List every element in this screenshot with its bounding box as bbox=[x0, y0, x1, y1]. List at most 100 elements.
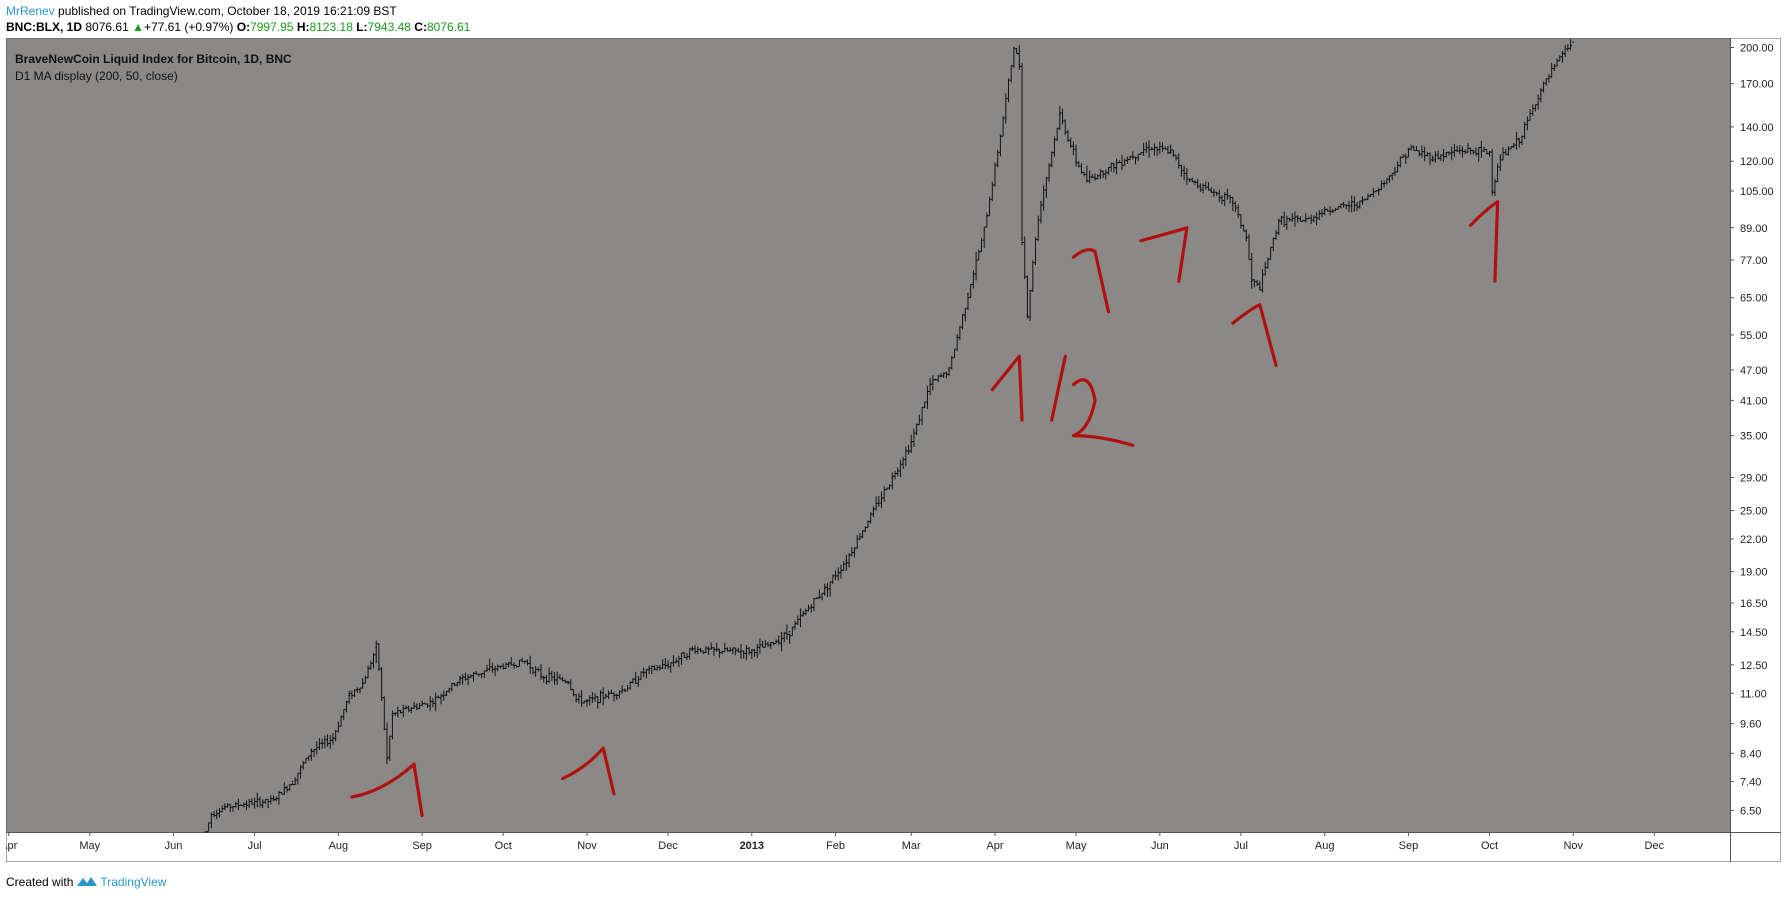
close-label: C: bbox=[414, 20, 427, 34]
data-point bbox=[891, 476, 894, 479]
up-triangle-icon: ▲ bbox=[132, 20, 144, 34]
data-point bbox=[948, 369, 950, 371]
annotation-1-may bbox=[1071, 248, 1111, 314]
data-point bbox=[410, 707, 413, 709]
published-text: published on TradingView.com, October 18… bbox=[58, 4, 397, 18]
y-tick-label: 14.50 bbox=[1740, 627, 1768, 639]
y-tick-label: 35.00 bbox=[1740, 431, 1768, 443]
author-link[interactable]: MrRenev bbox=[6, 4, 55, 18]
annotation-7-jun bbox=[1139, 226, 1189, 283]
x-tick-label: Oct bbox=[495, 840, 512, 852]
data-point bbox=[1075, 160, 1077, 163]
y-tick-label: 9.60 bbox=[1740, 719, 1761, 731]
data-point bbox=[224, 806, 226, 808]
data-point bbox=[1188, 179, 1191, 182]
data-point bbox=[751, 650, 753, 652]
y-tick-label: 55.00 bbox=[1740, 330, 1768, 342]
y-tick-label: 19.00 bbox=[1740, 567, 1768, 579]
chart-legend-title: BraveNewCoin Liquid Index for Bitcoin, 1… bbox=[15, 52, 292, 66]
data-point bbox=[575, 698, 577, 701]
data-point bbox=[845, 559, 848, 561]
x-tick-label: Dec bbox=[1645, 840, 1665, 852]
data-point bbox=[1259, 286, 1261, 289]
data-point bbox=[769, 643, 772, 646]
data-point bbox=[872, 509, 875, 512]
y-tick-label: 105.00 bbox=[1740, 186, 1774, 198]
x-tick-label: Jun bbox=[1151, 840, 1169, 852]
x-tick-label: Dec bbox=[658, 840, 678, 852]
open-label: O: bbox=[236, 20, 251, 34]
data-point bbox=[1250, 280, 1253, 283]
x-tick-label: Aug bbox=[329, 840, 349, 852]
x-tick-label: Jul bbox=[248, 840, 262, 852]
x-tick-label: Nov bbox=[1563, 840, 1583, 852]
data-point bbox=[929, 383, 931, 386]
annotation-1-oct bbox=[561, 746, 616, 796]
data-point bbox=[1018, 64, 1021, 66]
data-point bbox=[245, 802, 248, 805]
data-point bbox=[1059, 113, 1061, 116]
y-tick-label: 77.00 bbox=[1740, 255, 1768, 267]
tradingview-link[interactable]: TradingView bbox=[100, 875, 167, 889]
y-tick-label: 65.00 bbox=[1740, 293, 1768, 305]
y-tick-label: 7.40 bbox=[1740, 777, 1761, 789]
data-point bbox=[386, 757, 388, 760]
data-point bbox=[642, 671, 645, 673]
data-point bbox=[1304, 219, 1307, 222]
data-point bbox=[1458, 149, 1461, 152]
data-point bbox=[524, 660, 526, 663]
data-point bbox=[624, 688, 626, 691]
price-change: +77.61 (+0.97%) bbox=[143, 20, 234, 34]
data-point bbox=[1245, 237, 1248, 239]
data-point bbox=[1499, 156, 1502, 159]
y-tick-label: 47.00 bbox=[1740, 365, 1768, 377]
data-point bbox=[1431, 156, 1434, 159]
created-with-text: Created with bbox=[6, 875, 74, 889]
data-point bbox=[332, 737, 334, 739]
data-point bbox=[788, 630, 791, 633]
data-point bbox=[823, 587, 826, 590]
indicator-legend: D1 MA display (200, 50, close) bbox=[15, 69, 178, 83]
data-point bbox=[691, 648, 694, 651]
data-point bbox=[1518, 139, 1521, 141]
y-tick-label: 11.00 bbox=[1740, 688, 1767, 700]
data-point bbox=[375, 646, 378, 649]
data-point bbox=[1561, 52, 1564, 54]
data-point bbox=[718, 650, 721, 652]
plot-area[interactable] bbox=[6, 38, 1731, 833]
x-tick-label: Sep bbox=[1399, 840, 1419, 852]
data-point bbox=[1491, 190, 1494, 192]
x-tick-label: Jul bbox=[1234, 840, 1248, 852]
data-point bbox=[1407, 147, 1410, 150]
x-tick-label: Nov bbox=[577, 840, 597, 852]
data-point bbox=[348, 694, 350, 697]
x-tick-label: Apr bbox=[6, 840, 18, 852]
data-point bbox=[586, 700, 588, 703]
data-point bbox=[605, 694, 607, 697]
open-value: 7997.95 bbox=[250, 20, 294, 34]
data-point bbox=[1231, 201, 1234, 203]
y-tick-label: 12.50 bbox=[1740, 660, 1768, 672]
annotation-half bbox=[990, 354, 1135, 447]
y-tick-label: 170.00 bbox=[1740, 79, 1774, 91]
data-point bbox=[391, 713, 394, 716]
high-value: 8123.18 bbox=[309, 20, 353, 34]
data-point bbox=[1388, 175, 1391, 178]
data-point bbox=[1488, 151, 1491, 153]
data-point bbox=[1013, 46, 1015, 49]
y-tick-label: 6.50 bbox=[1740, 805, 1761, 817]
y-tick-label: 89.00 bbox=[1740, 223, 1768, 235]
close-value: 8076.61 bbox=[426, 20, 471, 34]
data-point bbox=[999, 134, 1002, 136]
data-point bbox=[1050, 151, 1053, 153]
data-point bbox=[205, 831, 207, 833]
price-chart[interactable]: 200.00 170.00 140.00 120.00 105.00 89.00 77.00… bbox=[6, 38, 1781, 862]
y-tick-label: 140.00 bbox=[1740, 122, 1774, 134]
y-tick-label: 8.40 bbox=[1740, 748, 1761, 760]
data-point bbox=[1277, 219, 1280, 222]
x-tick-label: Sep bbox=[412, 840, 432, 852]
data-point bbox=[291, 780, 294, 783]
data-point bbox=[1148, 146, 1150, 148]
x-tick-label: 2013 bbox=[740, 840, 764, 852]
chart-frame[interactable]: 200.00 170.00 140.00 120.00 105.00 89.00 77.00… bbox=[6, 38, 1781, 862]
